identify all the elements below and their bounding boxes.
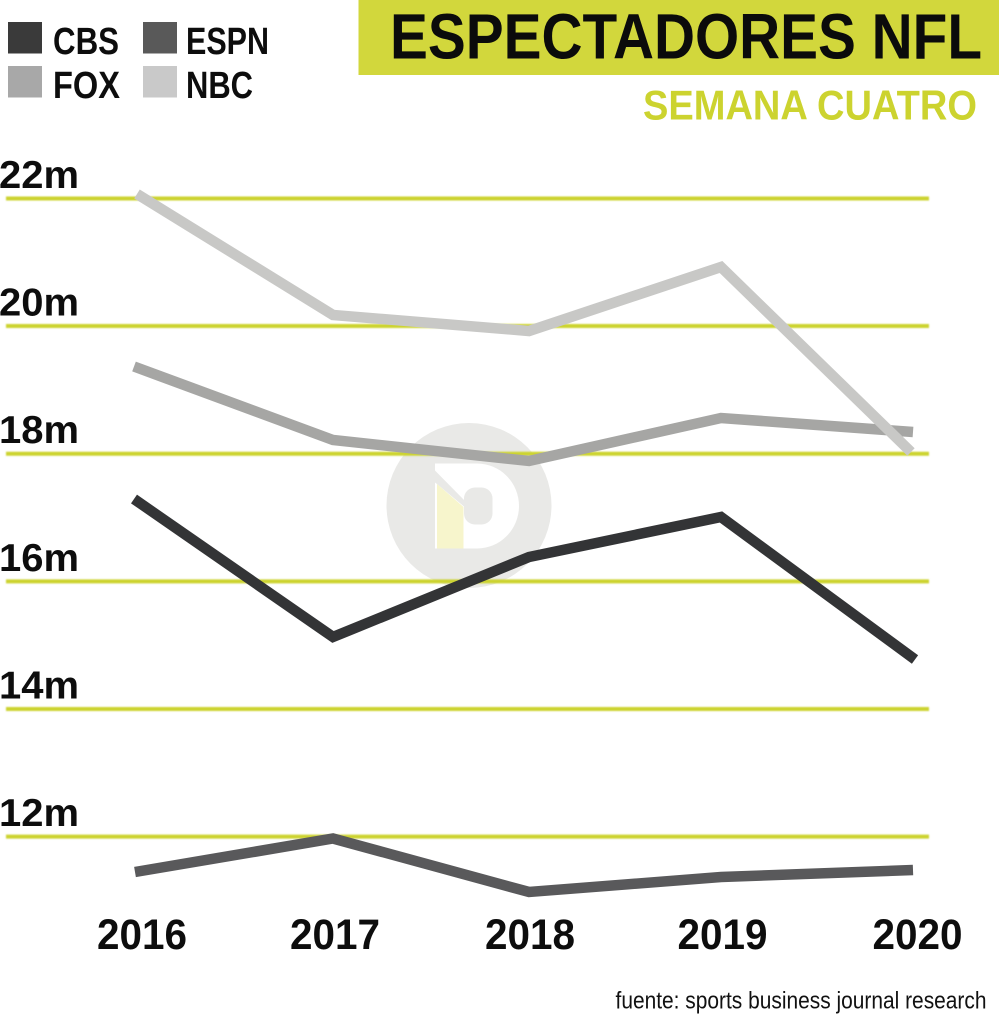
svg-text:2019: 2019 — [678, 911, 768, 959]
svg-text:16m: 16m — [0, 537, 79, 580]
svg-text:ESPN: ESPN — [186, 21, 269, 63]
svg-text:18m: 18m — [0, 409, 79, 452]
svg-text:SEMANA CUATRO: SEMANA CUATRO — [643, 82, 977, 129]
svg-text:NBC: NBC — [186, 65, 253, 107]
svg-text:22m: 22m — [0, 154, 79, 197]
svg-text:fuente: sports business journa: fuente: sports business journal research — [616, 988, 987, 1015]
svg-text:2018: 2018 — [485, 911, 575, 959]
svg-text:2017: 2017 — [290, 911, 380, 959]
svg-text:FOX: FOX — [53, 65, 121, 107]
svg-text:12m: 12m — [0, 792, 79, 835]
svg-text:CBS: CBS — [53, 21, 119, 63]
svg-text:2020: 2020 — [873, 911, 963, 959]
svg-text:14m: 14m — [0, 665, 79, 708]
svg-text:20m: 20m — [0, 282, 79, 325]
svg-text:ESPECTADORES NFL: ESPECTADORES NFL — [390, 1, 982, 73]
svg-text:2016: 2016 — [97, 911, 187, 959]
